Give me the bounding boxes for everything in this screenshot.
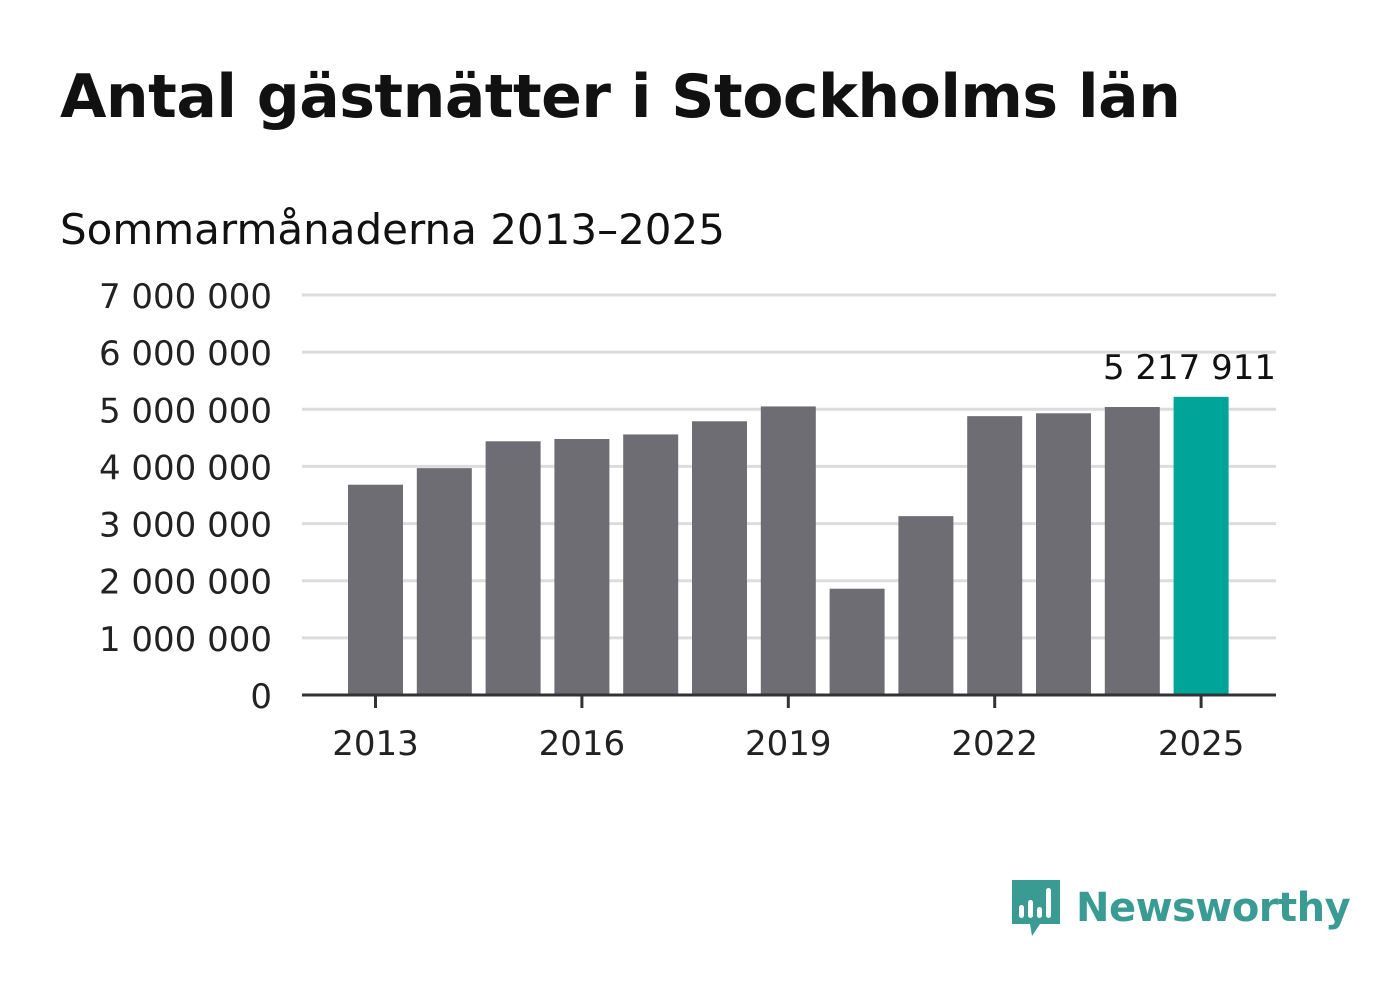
chart-title: Antal gästnätter i Stockholms län — [60, 62, 1181, 132]
bar-2017 — [623, 434, 679, 695]
bar-2019 — [760, 406, 816, 695]
bar-2015 — [485, 441, 541, 695]
x-axis-tick-labels: 2013 2016 2019 2022 2025 — [332, 724, 1244, 764]
y-tick-label: 2 000 000 — [99, 563, 272, 603]
y-tick-label: 5 000 000 — [99, 391, 272, 431]
x-tick-label: 2016 — [539, 724, 626, 764]
bar-2018 — [692, 421, 747, 695]
y-tick-label: 1 000 000 — [99, 620, 272, 660]
bar-2014 — [416, 468, 472, 695]
x-tick-label: 2013 — [332, 724, 419, 764]
data-labels: 5 217 911 — [1103, 348, 1276, 388]
x-axis — [302, 693, 1276, 708]
bar-2020 — [829, 588, 885, 695]
chart-subtitle: Sommarmånaderna 2013–2025 — [60, 205, 725, 254]
x-tick-label: 2025 — [1158, 724, 1245, 764]
x-tick-label: 2022 — [951, 724, 1038, 764]
bar-2025 — [1173, 396, 1229, 695]
bar-2023 — [1036, 413, 1091, 695]
brand: Newsworthy — [1010, 878, 1351, 938]
bar-2024 — [1104, 407, 1160, 695]
bar-2013 — [348, 484, 403, 695]
bar-2016 — [554, 439, 610, 695]
bar-2022 — [967, 416, 1023, 695]
y-tick-label: 7 000 000 — [99, 277, 272, 317]
data-label: 5 217 911 — [1103, 348, 1276, 388]
newsworthy-logo-icon — [1012, 880, 1060, 936]
bar-2021 — [898, 516, 954, 695]
y-tick-label: 4 000 000 — [99, 448, 272, 488]
bars — [348, 396, 1229, 695]
x-tick-label: 2019 — [745, 724, 832, 764]
y-tick-label: 6 000 000 — [99, 334, 272, 374]
brand-name: Newsworthy — [1076, 885, 1351, 931]
y-tick-label: 3 000 000 — [99, 506, 272, 546]
y-axis-tick-labels: 0 1 000 000 2 000 000 3 000 000 4 000 000 5 0… — [99, 277, 272, 717]
y-tick-label: 0 — [250, 677, 272, 717]
